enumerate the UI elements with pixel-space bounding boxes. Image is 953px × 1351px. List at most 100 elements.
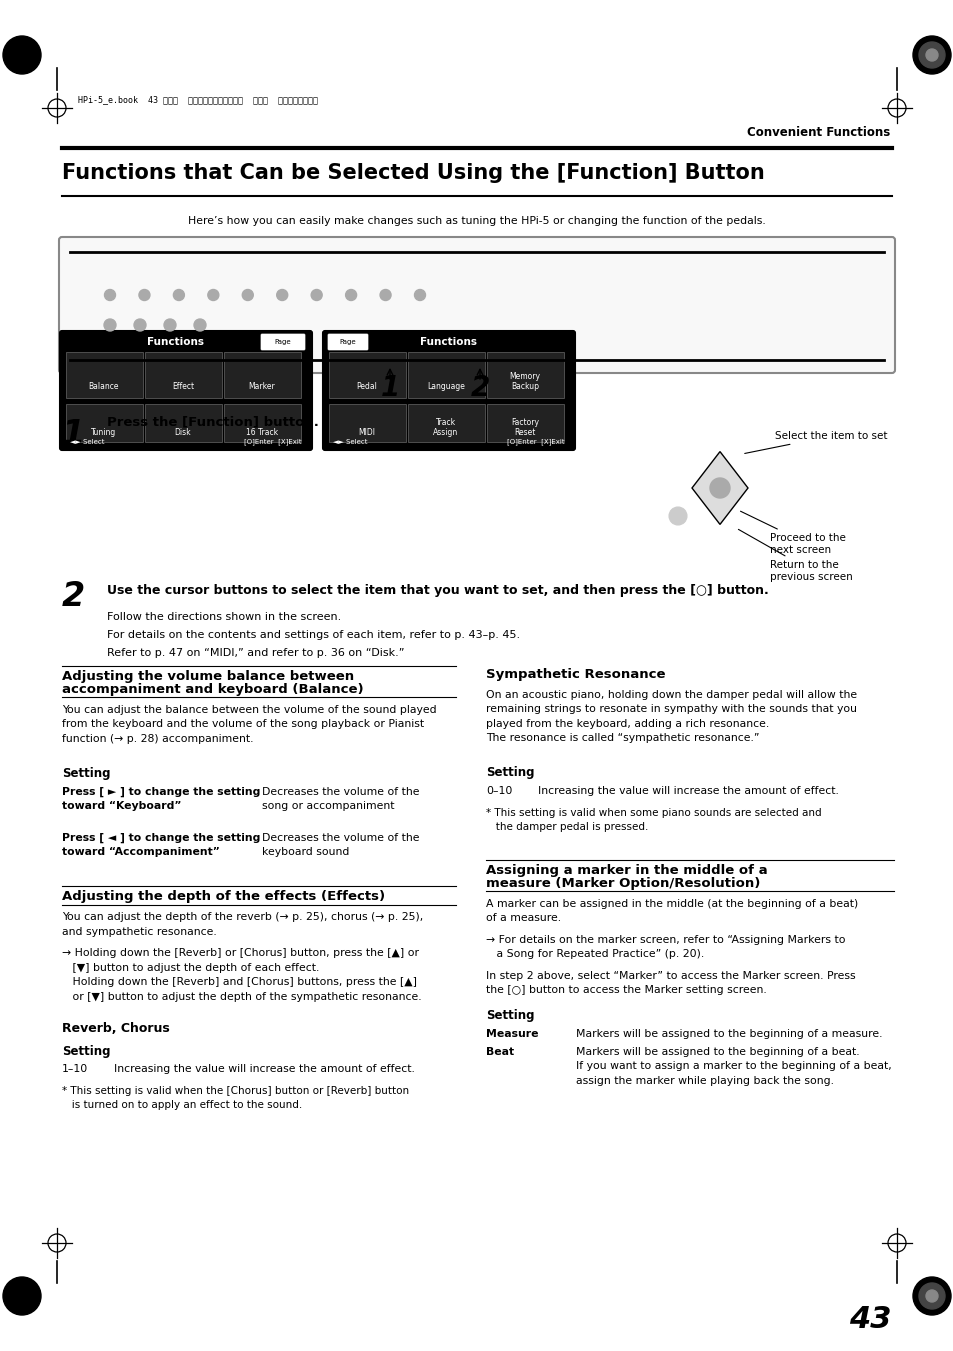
Text: Select the item to set: Select the item to set [744, 431, 886, 454]
Text: Decreases the volume of the
song or accompaniment: Decreases the volume of the song or acco… [262, 788, 419, 811]
Text: Press [ ► ] to change the setting
toward “Keyboard”: Press [ ► ] to change the setting toward… [62, 788, 260, 811]
Text: Setting: Setting [485, 1009, 534, 1021]
Text: o: o [691, 526, 696, 535]
Text: → Holding down the [Reverb] or [Chorus] button, press the [▲] or
   [▼] button t: → Holding down the [Reverb] or [Chorus] … [62, 948, 421, 1001]
Text: HPi-5_e.book  43 ページ  ２０１４年１２月２１日  火曜日  午後１２時４６分: HPi-5_e.book 43 ページ ２０１４年１２月２１日 火曜日 午後１２… [78, 96, 317, 104]
Circle shape [3, 36, 41, 74]
Circle shape [18, 1292, 26, 1300]
Text: 0–10: 0–10 [485, 786, 512, 796]
Text: For details on the contents and settings of each item, refer to p. 43–p. 45.: For details on the contents and settings… [107, 630, 519, 640]
Text: Balance: Balance [89, 382, 119, 390]
Text: 1–10: 1–10 [62, 1065, 89, 1074]
Text: Reverb, Chorus: Reverb, Chorus [62, 1023, 170, 1035]
FancyBboxPatch shape [145, 404, 222, 442]
FancyBboxPatch shape [66, 353, 143, 399]
Circle shape [912, 36, 950, 74]
Text: Follow the directions shown in the screen.: Follow the directions shown in the scree… [107, 612, 341, 621]
Circle shape [3, 1277, 41, 1315]
Text: You can adjust the balance between the volume of the sound played
from the keybo: You can adjust the balance between the v… [62, 705, 436, 744]
Text: → For details on the marker screen, refer to “Assigning Markers to
   a Song for: → For details on the marker screen, refe… [485, 935, 844, 959]
Circle shape [345, 289, 356, 300]
Text: Disk: Disk [174, 428, 192, 436]
Circle shape [9, 1283, 35, 1309]
Text: Measure: Measure [485, 1029, 537, 1039]
Text: Language: Language [427, 382, 464, 390]
Text: Effect: Effect [172, 382, 193, 390]
Text: accompaniment and keyboard (Balance): accompaniment and keyboard (Balance) [62, 682, 363, 696]
Text: Memory
Backup: Memory Backup [509, 372, 540, 390]
Circle shape [709, 478, 729, 499]
Text: Marker: Marker [249, 382, 275, 390]
Text: A marker can be assigned in the middle (at the beginning of a beat)
of a measure: A marker can be assigned in the middle (… [485, 898, 858, 923]
Circle shape [193, 319, 206, 331]
Text: 43: 43 [848, 1305, 891, 1335]
Circle shape [668, 507, 686, 526]
Text: Markers will be assigned to the beginning of a measure.: Markers will be assigned to the beginnin… [576, 1029, 882, 1039]
Circle shape [20, 53, 24, 57]
Text: * This setting is valid when the [Chorus] button or [Reverb] button
   is turned: * This setting is valid when the [Chorus… [62, 1086, 409, 1111]
Text: Page: Page [274, 339, 291, 345]
FancyBboxPatch shape [486, 353, 563, 399]
Circle shape [173, 289, 184, 300]
Circle shape [925, 1290, 937, 1302]
Text: MIDI: MIDI [358, 428, 375, 436]
Text: 2: 2 [470, 374, 489, 403]
FancyBboxPatch shape [60, 331, 312, 450]
Text: Setting: Setting [485, 766, 534, 780]
Circle shape [105, 289, 115, 300]
FancyBboxPatch shape [408, 404, 484, 442]
Text: Factory
Reset: Factory Reset [511, 417, 538, 436]
Text: Functions: Functions [148, 336, 204, 347]
Circle shape [918, 42, 944, 68]
Circle shape [918, 1283, 944, 1309]
FancyBboxPatch shape [486, 404, 563, 442]
Circle shape [9, 42, 35, 68]
Text: On an acoustic piano, holding down the damper pedal will allow the
remaining str: On an acoustic piano, holding down the d… [485, 690, 856, 743]
Circle shape [133, 319, 146, 331]
Text: Use the cursor buttons to select the item that you want to set, and then press t: Use the cursor buttons to select the ite… [107, 584, 768, 597]
Text: Functions: Functions [420, 336, 477, 347]
FancyBboxPatch shape [224, 353, 301, 399]
Circle shape [164, 319, 175, 331]
Text: Page: Page [339, 339, 355, 345]
Circle shape [912, 1277, 950, 1315]
Circle shape [379, 289, 391, 300]
Text: 1: 1 [380, 374, 399, 403]
Text: Functions that Can be Selected Using the [Function] Button: Functions that Can be Selected Using the… [62, 163, 764, 182]
Text: Markers will be assigned to the beginning of a beat.
If you want to assign a mar: Markers will be assigned to the beginnin… [576, 1047, 891, 1086]
Text: In step 2 above, select “Marker” to access the Marker screen. Press
the [○] butt: In step 2 above, select “Marker” to acce… [485, 971, 855, 996]
Text: ◄► Select: ◄► Select [333, 439, 367, 444]
Circle shape [242, 289, 253, 300]
Circle shape [14, 47, 30, 63]
Circle shape [276, 289, 288, 300]
Circle shape [208, 289, 218, 300]
Circle shape [20, 1294, 24, 1298]
FancyBboxPatch shape [59, 236, 894, 373]
Text: Sympathetic Resonance: Sympathetic Resonance [485, 667, 665, 681]
Circle shape [925, 49, 937, 61]
FancyBboxPatch shape [145, 353, 222, 399]
Text: x: x [675, 511, 680, 521]
Text: Refer to p. 47 on “MIDI,” and refer to p. 36 on “Disk.”: Refer to p. 47 on “MIDI,” and refer to p… [107, 648, 404, 658]
FancyBboxPatch shape [66, 404, 143, 442]
Circle shape [311, 289, 322, 300]
Text: 2: 2 [62, 580, 85, 613]
Polygon shape [691, 451, 747, 524]
Circle shape [18, 51, 26, 59]
Text: Convenient Functions: Convenient Functions [746, 127, 889, 139]
Text: Setting: Setting [62, 1044, 111, 1058]
Text: Adjusting the depth of the effects (Effects): Adjusting the depth of the effects (Effe… [62, 890, 385, 902]
Text: Setting: Setting [62, 767, 111, 780]
Text: Press [ ◄ ] to change the setting
toward “Accompaniment”: Press [ ◄ ] to change the setting toward… [62, 834, 260, 858]
Circle shape [104, 319, 116, 331]
Text: * This setting is valid when some piano sounds are selected and
   the damper pe: * This setting is valid when some piano … [485, 808, 821, 832]
Text: Proceed to the
next screen: Proceed to the next screen [740, 511, 845, 555]
FancyBboxPatch shape [408, 353, 484, 399]
Circle shape [139, 289, 150, 300]
Text: Pedal: Pedal [356, 382, 377, 390]
Circle shape [686, 523, 700, 536]
Text: Increasing the value will increase the amount of effect.: Increasing the value will increase the a… [537, 786, 838, 796]
FancyBboxPatch shape [329, 353, 406, 399]
Text: Press the [Function] button.: Press the [Function] button. [107, 415, 318, 428]
Text: Assigning a marker in the middle of a: Assigning a marker in the middle of a [485, 865, 767, 877]
